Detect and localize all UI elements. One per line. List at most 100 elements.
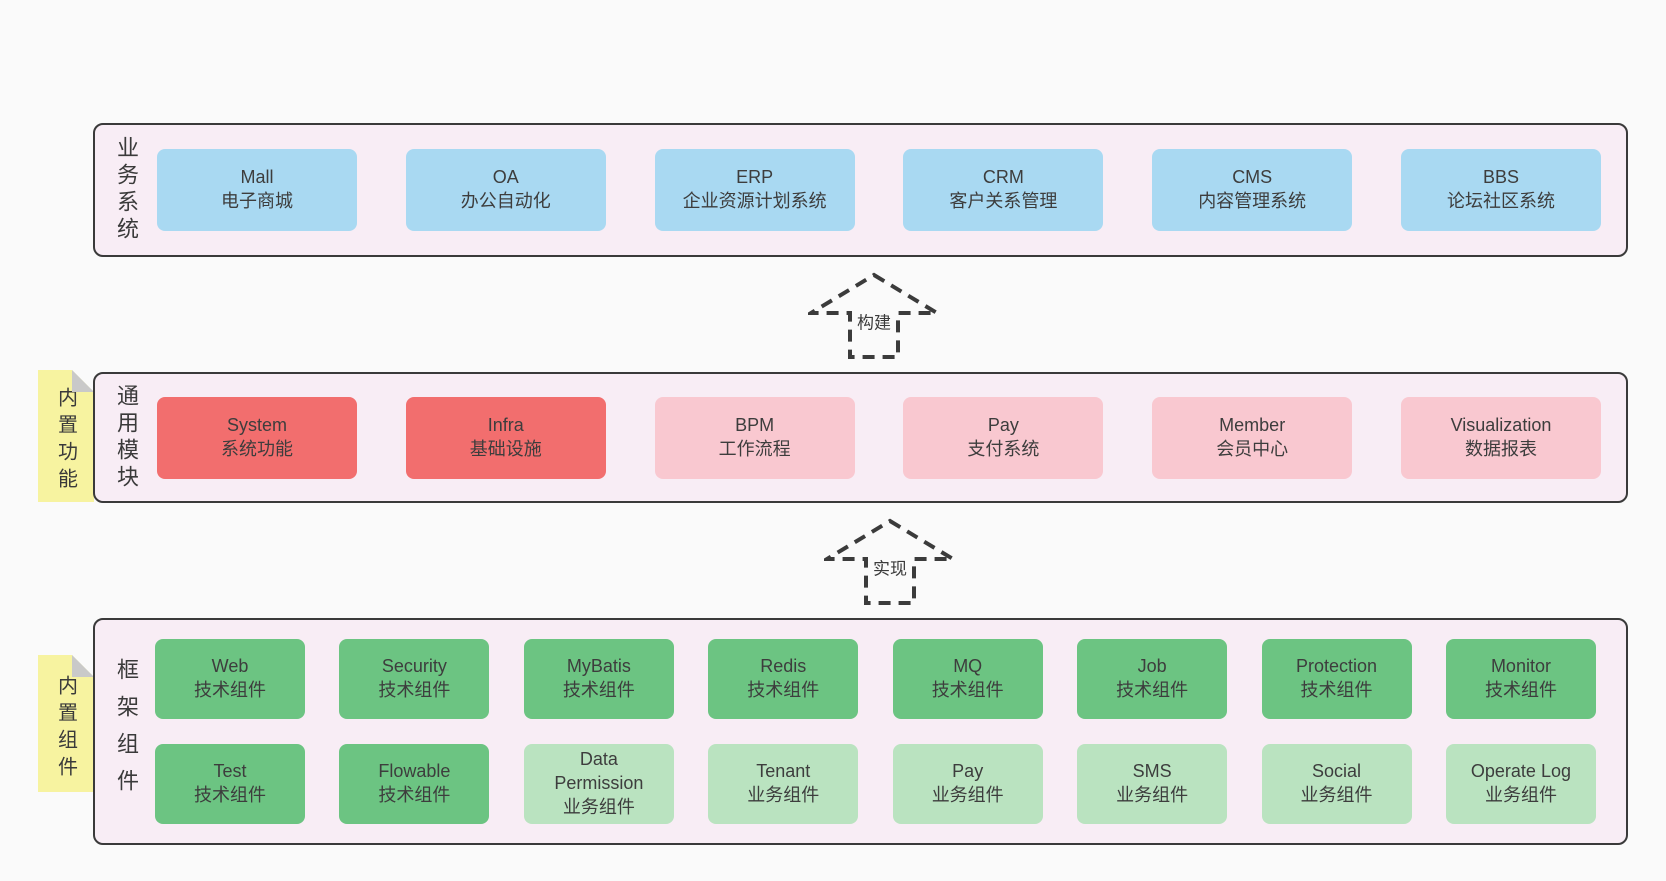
module-box: OA 办公自动化: [405, 149, 606, 231]
module-box: Protection 技术组件: [1261, 639, 1412, 719]
module-box: Pay 支付系统: [903, 396, 1104, 479]
module-box: Infra 基础设施: [405, 396, 606, 479]
module-subtitle: 工作流程: [718, 438, 791, 459]
module-subtitle: 办公自动化: [460, 191, 551, 211]
module-box: Member 会员中心: [1152, 396, 1353, 479]
module-box: Tenant 业务组件: [708, 744, 859, 824]
module-subtitle: 业务组件: [1116, 785, 1189, 805]
module-title: BBS: [1482, 167, 1519, 188]
module-box: Redis 技术组件: [708, 639, 859, 719]
module-subtitle: 业务组件: [1484, 785, 1557, 805]
module-subtitle: 技术组件: [378, 785, 451, 805]
module-box: Monitor 技术组件: [1445, 639, 1596, 719]
builtin-components-note-text: 内置组件: [54, 674, 77, 783]
up-block-arrow-icon: [808, 272, 940, 359]
framework-boxes-row-1: Web 技术组件 Security 技术组件 MyBatis 技术组件 Redi…: [155, 639, 1596, 719]
module-subtitle: 技术组件: [378, 680, 451, 700]
module-subtitle: 系统功能: [221, 438, 293, 459]
module-box: ERP 企业资源计划系统: [654, 149, 855, 231]
module-title: Pay: [987, 414, 1019, 435]
module-box: Mall 电子商城: [157, 149, 357, 231]
module-title: Member: [1219, 414, 1286, 435]
implement-arrow: 实现: [824, 518, 956, 606]
module-title: CRM: [982, 167, 1024, 188]
module-box: BBS 论坛社区系统: [1400, 149, 1601, 231]
module-title: Mall: [240, 167, 274, 188]
module-box: Security 技术组件: [339, 639, 490, 719]
module-title: Monitor: [1490, 656, 1551, 677]
framework-boxes-row-2: Test 技术组件 Flowable 技术组件 Data Permission …: [155, 744, 1596, 824]
module-title: SMS: [1132, 761, 1172, 782]
module-title: Protection: [1296, 656, 1378, 677]
build-arrow: 构建: [808, 272, 940, 360]
module-box: System 系统功能: [157, 396, 357, 479]
module-title: Web: [211, 656, 249, 677]
layer-framework-label: 框架组件: [114, 657, 139, 806]
module-title: Security: [381, 656, 447, 677]
module-title: Redis: [760, 656, 807, 677]
module-box: SMS 业务组件: [1077, 744, 1228, 824]
builtin-components-note: 内置组件: [38, 655, 94, 792]
module-title: Job: [1137, 656, 1167, 677]
layer-modules-label: 通用模块: [114, 383, 139, 492]
modules-boxes-row: System 系统功能 Infra 基础设施 BPM 工作流程 Pay 支付系统…: [157, 374, 1601, 501]
module-title: Social: [1312, 761, 1362, 782]
module-subtitle: 技术组件: [931, 680, 1004, 700]
module-subtitle: 技术组件: [747, 680, 820, 700]
module-title: OA: [492, 167, 519, 188]
module-box: Social 业务组件: [1261, 744, 1412, 824]
module-title: MyBatis: [566, 656, 631, 677]
module-subtitle: 技术组件: [194, 785, 266, 805]
module-title: ERP: [736, 167, 774, 188]
build-arrow-label: 构建: [854, 308, 894, 334]
module-subtitle: 论坛社区系统: [1446, 191, 1555, 211]
module-subtitle: 技术组件: [1300, 680, 1373, 700]
module-box: Pay 业务组件: [892, 744, 1043, 824]
module-title: Pay: [952, 761, 984, 782]
framework-rows: Web 技术组件 Security 技术组件 MyBatis 技术组件 Redi…: [155, 620, 1596, 843]
module-subtitle: 技术组件: [562, 680, 635, 700]
module-subtitle: 客户关系管理: [949, 191, 1058, 211]
module-title: BPM: [735, 414, 775, 435]
module-subtitle: 数据报表: [1464, 438, 1537, 459]
module-subtitle: 基础设施: [469, 438, 542, 459]
module-box: MyBatis 技术组件: [523, 639, 674, 719]
layer-business-label: 业务系统: [114, 136, 139, 244]
builtin-features-note: 内置功能: [38, 370, 94, 502]
business-boxes-row: Mall 电子商城 OA 办公自动化 ERP 企业资源计划系统 CRM 客户关系…: [157, 125, 1601, 255]
module-subtitle: 业务组件: [562, 796, 635, 817]
module-subtitle: 内容管理系统: [1198, 191, 1307, 211]
module-subtitle: 技术组件: [1116, 680, 1189, 700]
module-subtitle: 支付系统: [967, 438, 1040, 459]
module-subtitle: 业务组件: [1300, 785, 1373, 805]
module-subtitle: 技术组件: [1484, 680, 1557, 700]
module-box: Operate Log 业务组件: [1445, 744, 1596, 824]
module-title: Operate Log: [1470, 761, 1571, 782]
module-subtitle: 业务组件: [931, 785, 1004, 805]
module-title: Test: [213, 761, 247, 782]
module-box: MQ 技术组件: [892, 639, 1043, 719]
module-title: Tenant: [756, 761, 811, 782]
module-subtitle: 会员中心: [1216, 438, 1289, 459]
implement-arrow-label: 实现: [870, 554, 910, 580]
up-block-arrow-icon: [824, 518, 956, 605]
module-box: CRM 客户关系管理: [903, 149, 1104, 231]
module-subtitle: 企业资源计划系统: [682, 191, 827, 211]
module-subtitle: 电子商城: [221, 191, 293, 211]
module-title: CMS: [1232, 167, 1273, 188]
module-subtitle: 业务组件: [747, 785, 820, 805]
module-box: Data Permission 业务组件: [523, 744, 674, 824]
layer-common-modules: 通用模块 System 系统功能 Infra 基础设施 BPM 工作流程 Pay…: [93, 372, 1628, 503]
module-title: Flowable: [378, 761, 451, 782]
module-box: Job 技术组件: [1077, 639, 1228, 719]
module-title: Infra: [487, 414, 524, 435]
module-title: System: [226, 414, 287, 435]
builtin-features-note-text: 内置功能: [54, 387, 77, 495]
module-subtitle: 技术组件: [194, 680, 266, 700]
module-title: MQ: [953, 656, 983, 677]
module-box: Flowable 技术组件: [339, 744, 490, 824]
layer-business-systems: 业务系统 Mall 电子商城 OA 办公自动化 ERP 企业资源计划系统 CRM…: [93, 123, 1628, 257]
module-box: Web 技术组件: [155, 639, 305, 719]
module-title: Data Permission: [554, 749, 644, 794]
